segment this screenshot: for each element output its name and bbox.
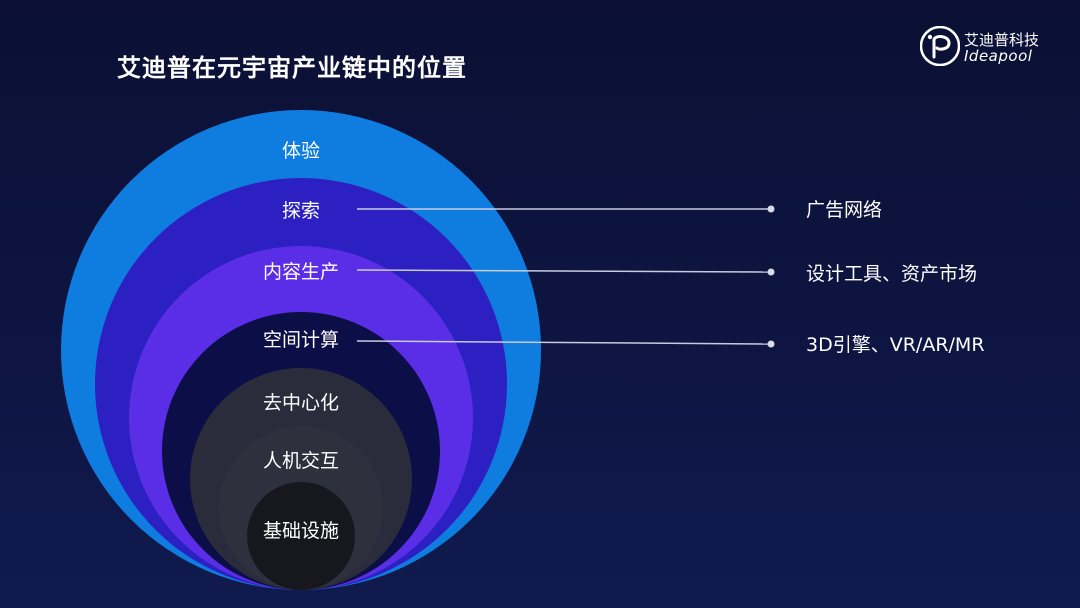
page-title: 艾迪普在元宇宙产业链中的位置 [117,54,467,82]
callout-lines [356,205,775,348]
layer-label: 内容生产 [263,261,339,283]
callout-labels: 广告网络 设计工具、资产市场 3D引擎、VR/AR/MR [806,199,985,356]
company-logo: 艾迪普科技 Ideapool [920,26,1060,70]
layer-label: 体验 [282,140,320,162]
callout-dot-creator [767,268,775,276]
layer-label: 空间计算 [263,329,339,351]
logo-name-cn: 艾迪普科技 [964,31,1040,49]
ideapool-logo-icon [920,26,960,66]
logo-name-en: Ideapool [964,47,1033,65]
callout-label-creator: 设计工具、资产市场 [806,263,977,285]
callout-line-spatial [356,340,771,345]
layer-label: 基础设施 [263,520,339,542]
callout-dot-discovery [767,205,775,213]
layer-label: 探索 [282,200,320,222]
layer-label: 人机交互 [263,450,339,472]
callout-dot-spatial [767,340,775,348]
layer-circles [61,110,541,590]
callout-label-spatial: 3D引擎、VR/AR/MR [806,334,985,356]
callout-label-discovery: 广告网络 [806,199,882,221]
layer-circle-infrastructure [247,482,355,590]
callout-line-creator [356,269,771,273]
layer-labels: 体验 探索 内容生产 空间计算 去中心化 人机交互 基础设施 [263,140,339,542]
layer-label: 去中心化 [263,392,339,414]
